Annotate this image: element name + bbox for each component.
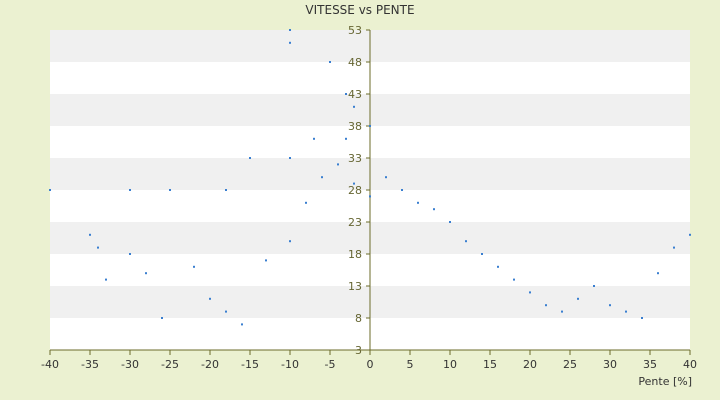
x-tick-label: 15 — [483, 358, 497, 371]
x-tick-label: -20 — [201, 358, 219, 371]
scatter-points — [49, 29, 691, 326]
x-tick-label: 20 — [523, 358, 537, 371]
scatter-point — [417, 201, 419, 204]
y-tick-label: 18 — [348, 248, 362, 261]
scatter-point — [289, 29, 291, 31]
x-tick-label: -10 — [281, 358, 299, 371]
x-axis-label: Pente [%] — [638, 375, 692, 388]
scatter-point — [289, 157, 291, 159]
scatter-point — [369, 195, 371, 198]
chart-title: VITESSE vs PENTE — [305, 3, 414, 17]
scatter-point — [225, 310, 227, 313]
scatter-point — [577, 297, 579, 300]
scatter-point — [337, 163, 339, 166]
scatter-point — [161, 317, 163, 319]
scatter-point — [345, 137, 347, 140]
scatter-point — [105, 278, 107, 281]
y-tick-label: 23 — [348, 216, 362, 229]
scatter-point — [353, 105, 355, 108]
scatter-point — [225, 189, 227, 191]
scatter-point — [609, 304, 611, 307]
scatter-point — [129, 189, 131, 191]
scatter-point — [369, 125, 371, 127]
scatter-point — [305, 201, 307, 204]
x-tick-label: -25 — [161, 358, 179, 371]
y-tick-label: 48 — [348, 56, 362, 69]
scatter-point — [689, 233, 691, 236]
scatter-point — [209, 297, 211, 300]
axes — [50, 30, 690, 351]
scatter-point — [289, 41, 291, 44]
x-tick-label: 0 — [367, 358, 374, 371]
y-tick-label: 8 — [355, 312, 362, 325]
scatter-point — [513, 278, 515, 281]
scatter-point — [593, 285, 595, 287]
scatter-point — [169, 189, 171, 191]
y-tick-label: 43 — [348, 88, 362, 101]
scatter-point — [145, 272, 147, 275]
scatter-point — [401, 189, 403, 191]
y-tick-label: 33 — [348, 152, 362, 165]
scatter-point — [89, 233, 91, 236]
y-tick-label: 53 — [348, 24, 362, 37]
scatter-point — [353, 182, 355, 185]
scatter-point — [561, 310, 563, 313]
x-tick-label: 35 — [643, 358, 657, 371]
x-tick-label: 40 — [683, 358, 697, 371]
scatter-point — [481, 253, 483, 255]
scatter-point — [673, 246, 675, 249]
scatter-point — [313, 137, 315, 140]
scatter-point — [193, 265, 195, 268]
x-tick-label: -35 — [81, 358, 99, 371]
scatter-point — [641, 317, 643, 319]
x-tick-labels: -40 -35 -30 -25 -20 -15 -10 -5 0 5 10 15 20 25 30 35 40 — [41, 350, 697, 371]
y-tick-label: 28 — [348, 184, 362, 197]
x-tick-label: 30 — [603, 358, 617, 371]
x-tick-label: -15 — [241, 358, 259, 371]
scatter-point — [345, 93, 347, 95]
scatter-point — [321, 176, 323, 179]
x-tick-label: 25 — [563, 358, 577, 371]
scatter-point — [449, 221, 451, 223]
x-tick-label: -30 — [121, 358, 139, 371]
scatter-point — [129, 253, 131, 255]
scatter-point — [97, 246, 99, 249]
scatter-point — [545, 304, 547, 307]
y-tick-label: 13 — [348, 280, 362, 293]
scatter-point — [497, 265, 499, 268]
scatter-point — [625, 310, 627, 313]
scatter-point — [241, 323, 243, 326]
x-tick-label: 10 — [443, 358, 457, 371]
scatter-point — [433, 208, 435, 211]
x-tick-label: -5 — [325, 358, 336, 371]
scatter-point — [529, 291, 531, 294]
scatter-point — [657, 272, 659, 275]
scatter-point — [265, 259, 267, 262]
x-tick-label: 5 — [407, 358, 414, 371]
scatter-point — [49, 189, 51, 191]
x-tick-label: -40 — [41, 358, 59, 371]
scatter-point — [249, 157, 251, 159]
scatter-point — [289, 240, 291, 243]
scatter-point — [385, 176, 387, 179]
scatter-point — [465, 240, 467, 243]
scatter-point — [329, 61, 331, 63]
y-tick-label: 38 — [348, 120, 362, 133]
